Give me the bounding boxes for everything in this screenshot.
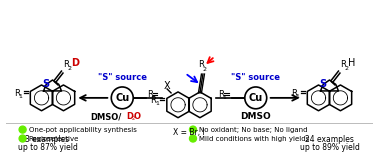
Text: up to 89% yield: up to 89% yield: [299, 143, 359, 152]
Text: Cu: Cu: [115, 93, 129, 103]
Text: 1: 1: [296, 94, 299, 99]
Text: H: H: [349, 58, 356, 68]
Text: R: R: [147, 90, 153, 99]
Text: R: R: [14, 89, 20, 98]
Text: S: S: [319, 79, 326, 89]
Text: 1: 1: [222, 95, 226, 100]
Text: R: R: [198, 60, 204, 69]
Text: "S" source: "S" source: [98, 73, 147, 82]
Polygon shape: [329, 85, 352, 111]
Text: R: R: [218, 90, 224, 99]
Text: R: R: [150, 96, 156, 105]
Circle shape: [189, 126, 197, 133]
Text: "S" source: "S" source: [231, 73, 280, 82]
Polygon shape: [307, 85, 330, 111]
Text: D: D: [71, 58, 79, 68]
Circle shape: [189, 135, 197, 142]
Text: D: D: [127, 112, 134, 121]
Text: Mild conditions with high yields: Mild conditions with high yields: [199, 135, 309, 142]
Text: X: X: [164, 81, 170, 91]
Text: One-pot applicability synthesis: One-pot applicability synthesis: [29, 127, 136, 133]
Text: 3 examples: 3 examples: [25, 135, 70, 144]
Text: 1: 1: [19, 94, 23, 99]
Text: 1: 1: [155, 101, 159, 106]
Circle shape: [19, 126, 26, 133]
Text: R: R: [291, 89, 297, 98]
Polygon shape: [167, 92, 189, 118]
Text: Cu: Cu: [249, 93, 263, 103]
Polygon shape: [30, 85, 53, 111]
Text: DMSO: DMSO: [240, 112, 271, 121]
Text: R: R: [341, 60, 346, 69]
Text: Regioselective: Regioselective: [29, 135, 79, 142]
Text: 24 examples: 24 examples: [305, 135, 354, 144]
Text: S: S: [42, 79, 49, 89]
Polygon shape: [189, 92, 211, 118]
Text: up to 87% yield: up to 87% yield: [18, 143, 77, 152]
Text: 2: 2: [203, 67, 207, 72]
Text: X = Br, I: X = Br, I: [173, 128, 205, 137]
Polygon shape: [321, 80, 338, 91]
Text: 1: 1: [151, 95, 155, 100]
Circle shape: [19, 135, 26, 142]
Text: 2: 2: [132, 116, 135, 121]
Text: 2: 2: [67, 66, 71, 71]
Text: DMSO/: DMSO/: [90, 112, 121, 121]
Text: 2: 2: [344, 66, 349, 71]
Polygon shape: [43, 80, 62, 91]
Polygon shape: [52, 85, 75, 111]
Circle shape: [111, 87, 133, 109]
Circle shape: [245, 87, 267, 109]
Text: R: R: [64, 60, 69, 69]
Text: O: O: [134, 112, 141, 121]
Text: No oxidant; No base; No ligand: No oxidant; No base; No ligand: [199, 127, 307, 133]
